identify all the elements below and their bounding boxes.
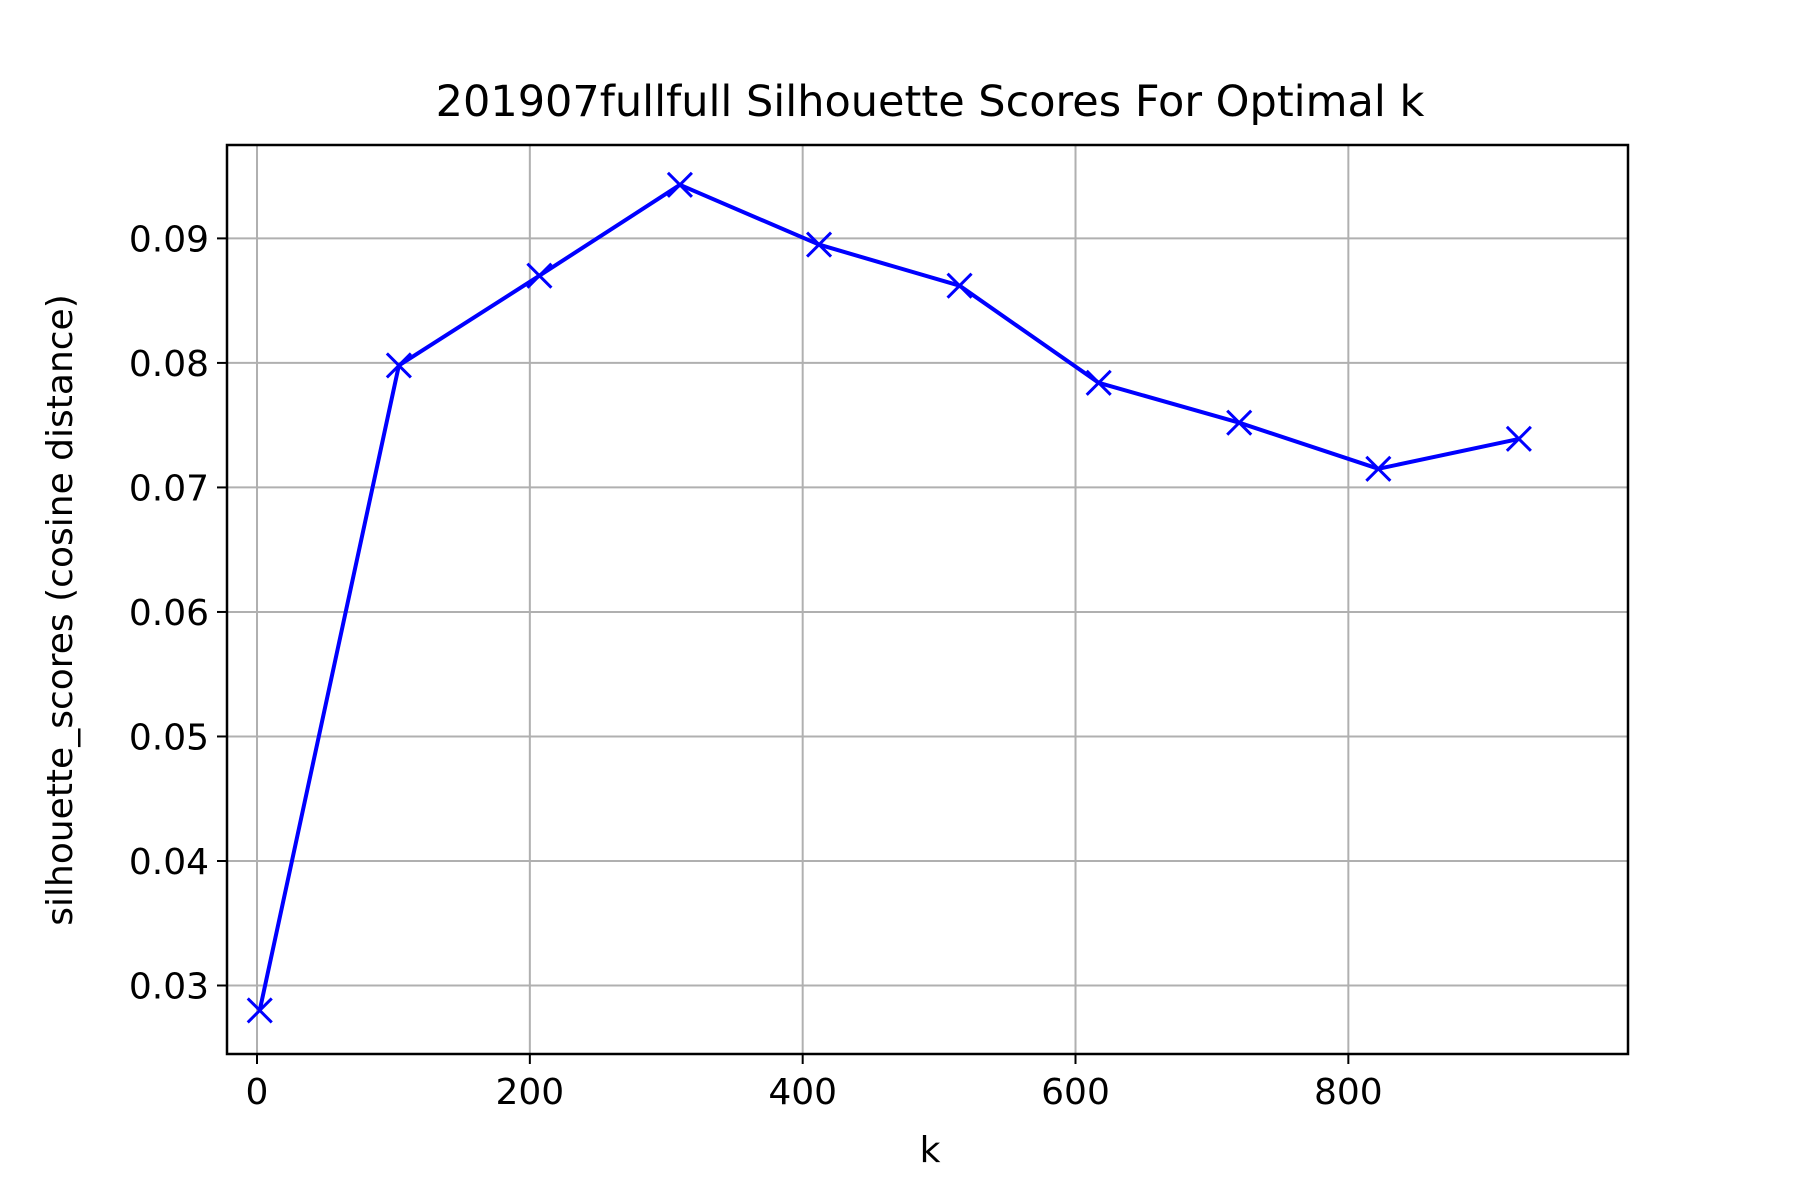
x-axis: 0 200 400 600 800 bbox=[246, 1054, 1383, 1113]
data-point-marker bbox=[1226, 409, 1253, 436]
data-point-marker bbox=[526, 262, 553, 289]
grid bbox=[227, 145, 1628, 1054]
data-point-marker bbox=[946, 272, 973, 299]
plot-frame bbox=[225, 143, 1630, 1056]
data-point-marker bbox=[1505, 425, 1532, 452]
x-tick-label: 400 bbox=[768, 1072, 837, 1113]
data-point-marker bbox=[246, 997, 273, 1024]
y-tick-label: 0.04 bbox=[129, 842, 209, 883]
x-tick-label: 800 bbox=[1314, 1072, 1383, 1113]
y-tick-label: 0.08 bbox=[129, 344, 209, 385]
data-point-marker bbox=[805, 231, 833, 258]
x-axis-label: k bbox=[920, 1130, 941, 1171]
y-tick-label: 0.06 bbox=[129, 593, 209, 634]
y-tick-label: 0.05 bbox=[129, 717, 209, 758]
x-tick-label: 600 bbox=[1041, 1072, 1110, 1113]
data-point-marker bbox=[385, 352, 412, 379]
y-tick-label: 0.03 bbox=[129, 967, 209, 1008]
y-tick-label: 0.09 bbox=[129, 219, 209, 260]
x-tick-label: 200 bbox=[495, 1072, 564, 1113]
y-axis: 0.03 0.04 0.05 0.06 0.07 0.08 0.09 bbox=[129, 219, 227, 1008]
data-point-marker bbox=[1365, 455, 1392, 482]
y-axis-label: silhouette_scores (cosine distance) bbox=[40, 294, 81, 926]
y-tick-label: 0.07 bbox=[129, 468, 209, 509]
data-point-marker bbox=[1085, 369, 1112, 396]
series-line bbox=[257, 182, 1520, 1011]
chart-title: 201907fullfull Silhouette Scores For Opt… bbox=[436, 77, 1425, 127]
data-point-marker bbox=[666, 171, 693, 198]
series-layer bbox=[246, 171, 1532, 1024]
x-tick-label: 0 bbox=[246, 1072, 269, 1113]
